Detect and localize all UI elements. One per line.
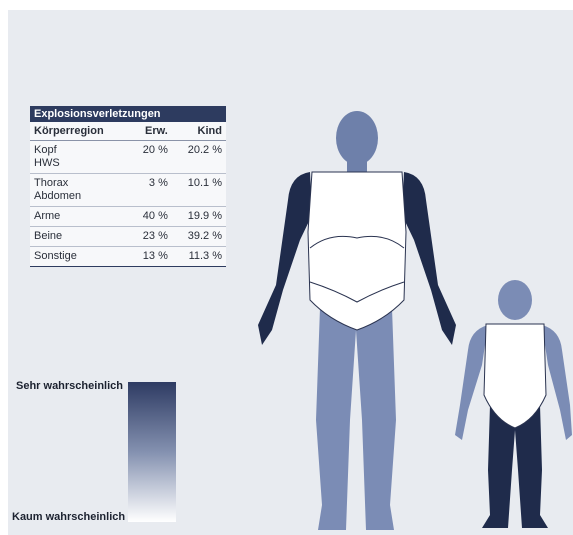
- table-row: Sonstige 13 %11.3 %: [30, 247, 226, 267]
- header-cell: Kind: [172, 122, 226, 141]
- percent-cell: 20 %: [130, 141, 172, 174]
- table-row: Arme 40 %19.9 %: [30, 207, 226, 227]
- header-cell: Körperregion: [30, 122, 130, 141]
- percent-cell: 23 %: [130, 227, 172, 247]
- percent-cell: 20.2 %: [172, 141, 226, 174]
- percent-cell: 10.1 %: [172, 174, 226, 207]
- child-head: [498, 280, 532, 320]
- region-label: Arme: [34, 210, 60, 222]
- region-label: Abdomen: [34, 190, 81, 202]
- table-row: Beine 23 %39.2 %: [30, 227, 226, 247]
- region-label: Kopf: [34, 144, 57, 156]
- region-cell: Beine: [30, 227, 130, 247]
- region-label: Sonstige: [34, 250, 77, 262]
- percent-cell: 40 %: [130, 207, 172, 227]
- background: [8, 10, 573, 535]
- region-cell: Sonstige: [30, 247, 130, 267]
- percent-cell: 13 %: [130, 247, 172, 267]
- region-label: Beine: [34, 230, 62, 242]
- region-label: Thorax: [34, 177, 68, 189]
- legend-high: Sehr wahrscheinlich: [16, 380, 123, 392]
- adult-torso: [308, 172, 406, 330]
- legend-low: Kaum wahrscheinlich: [12, 511, 125, 523]
- percent-cell: 19.9 %: [172, 207, 226, 227]
- percent-cell: 39.2 %: [172, 227, 226, 247]
- percent-cell: 3 %: [130, 174, 172, 207]
- table-title: Explosionsverletzungen: [30, 106, 226, 122]
- adult-head: [336, 111, 378, 165]
- scale-bar: [128, 382, 176, 522]
- region-label: HWS: [34, 157, 60, 169]
- page: Explosionsverletzungen KörperregionErw.K…: [0, 0, 573, 535]
- header-cell: Erw.: [130, 122, 172, 141]
- region-cell: Arme: [30, 207, 130, 227]
- percent-cell: 11.3 %: [172, 247, 226, 267]
- illustration: [0, 0, 573, 535]
